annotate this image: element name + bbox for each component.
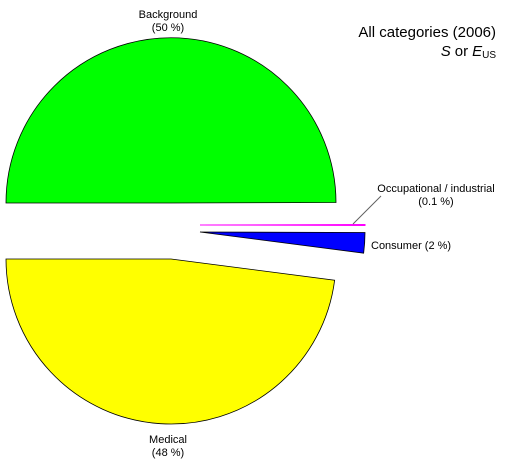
background-percent: (50 %) (152, 22, 184, 34)
subtitle-var-e: E (472, 43, 483, 60)
subtitle-subscript: US (482, 50, 496, 61)
subtitle-or: or (455, 43, 468, 60)
medical-percent: (48 %) (152, 447, 184, 459)
pie-slice-medical (5, 258, 336, 425)
occupational-label: Occupational / industrial (377, 183, 494, 195)
medical-label: Medical (149, 434, 187, 446)
pie-slice-occupational-industrial (199, 223, 366, 227)
pie-slices (5, 37, 366, 425)
pie-slice-consumer (199, 231, 366, 254)
chart-title: All categories (2006) (358, 24, 496, 41)
pie-slice-background (5, 37, 337, 204)
consumer-label: Consumer (2 %) (371, 240, 451, 252)
subtitle-var-s: S (441, 43, 451, 60)
occupational-percent: (0.1 %) (418, 196, 453, 208)
occupational-leader-line (352, 195, 382, 225)
background-label: Background (139, 9, 198, 21)
